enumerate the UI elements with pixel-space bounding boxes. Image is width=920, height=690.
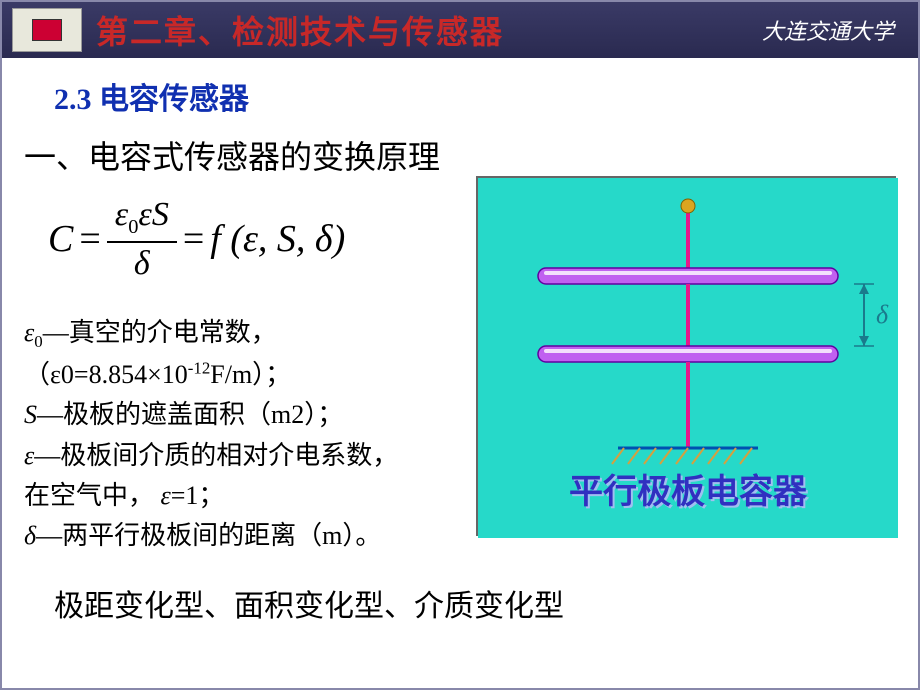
- def-line-5: 在空气中， ε=1；: [24, 476, 466, 516]
- def1-text: —真空的介电常数，: [43, 318, 277, 347]
- diagram-svg: δ平行极板电容器平行极板电容器: [478, 178, 898, 538]
- svg-text:平行极板电容器: 平行极板电容器: [569, 473, 808, 511]
- capacitance-formula: C = ε0εS δ = f (ε, S, δ): [48, 196, 466, 283]
- formula-rhs: f (ε, S, δ): [210, 217, 345, 261]
- left-column: C = ε0εS δ = f (ε, S, δ) ε0—真空的介电常数，: [24, 186, 466, 557]
- def-line-2: （ε0=8.854×10-12F/m）；: [24, 355, 466, 395]
- eps-sym2: ε: [24, 441, 34, 470]
- university-name: 大连交通大学: [762, 14, 894, 46]
- section-title: 2.3 电容传感器: [54, 74, 896, 118]
- formula-numerator: ε0εS: [107, 196, 177, 243]
- sub0-2: 0: [34, 332, 42, 351]
- definitions-block: ε0—真空的介电常数， （ε0=8.854×10-12F/m）； S—极板的遮盖…: [24, 313, 466, 557]
- eps0: ε: [115, 196, 128, 233]
- def-line-4: ε—极板间介质的相对介电系数，: [24, 436, 466, 476]
- def6b: —两平行极板间的距离（m）。: [36, 521, 381, 550]
- def-line-3: S—极板的遮盖面积（m2）；: [24, 395, 466, 435]
- header-bar: 第二章、检测技术与传感器 大连交通大学: [2, 2, 918, 58]
- def2b: F/m）；: [210, 360, 291, 389]
- oscilloscope-icon: [12, 8, 82, 52]
- def-line-1: ε0—真空的介电常数，: [24, 313, 466, 355]
- sub-heading: 一、电容式传感器的变换原理: [24, 132, 896, 178]
- svg-text:δ: δ: [876, 300, 889, 329]
- def5b: =1；: [171, 481, 225, 510]
- capacitor-diagram: δ平行极板电容器平行极板电容器: [476, 176, 896, 536]
- delta-sym: δ: [24, 521, 36, 550]
- def2sup: -12: [188, 359, 211, 378]
- def4b: —极板间介质的相对介电系数，: [34, 441, 398, 470]
- def5a: 在空气中，: [24, 481, 154, 510]
- formula-eq: =: [79, 217, 100, 261]
- slide-body: 2.3 电容传感器 一、电容式传感器的变换原理 C = ε0εS δ = f (…: [2, 58, 918, 688]
- S-sym2: S: [24, 400, 37, 429]
- eps-sym3: ε: [161, 481, 171, 510]
- eps-sym: ε: [24, 318, 34, 347]
- def-line-6: δ—两平行极板间的距离（m）。: [24, 516, 466, 556]
- def2a: （ε0=8.854×10: [24, 360, 188, 389]
- slide: 第二章、检测技术与传感器 大连交通大学 2.3 电容传感器 一、电容式传感器的变…: [0, 0, 920, 690]
- formula-eq2: =: [183, 217, 204, 261]
- formula-denominator: δ: [126, 243, 158, 283]
- formula-lhs: C: [48, 217, 73, 261]
- def3b: —极板的遮盖面积（m2）；: [37, 400, 343, 429]
- types-line: 极距变化型、面积变化型、介质变化型: [54, 581, 896, 625]
- S-sym: S: [152, 196, 169, 233]
- formula-fraction: ε0εS δ: [107, 196, 177, 283]
- eps: ε: [138, 196, 151, 233]
- content-row: C = ε0εS δ = f (ε, S, δ) ε0—真空的介电常数，: [24, 186, 896, 557]
- chapter-title: 第二章、检测技术与传感器: [96, 7, 504, 53]
- sub0: 0: [128, 216, 138, 238]
